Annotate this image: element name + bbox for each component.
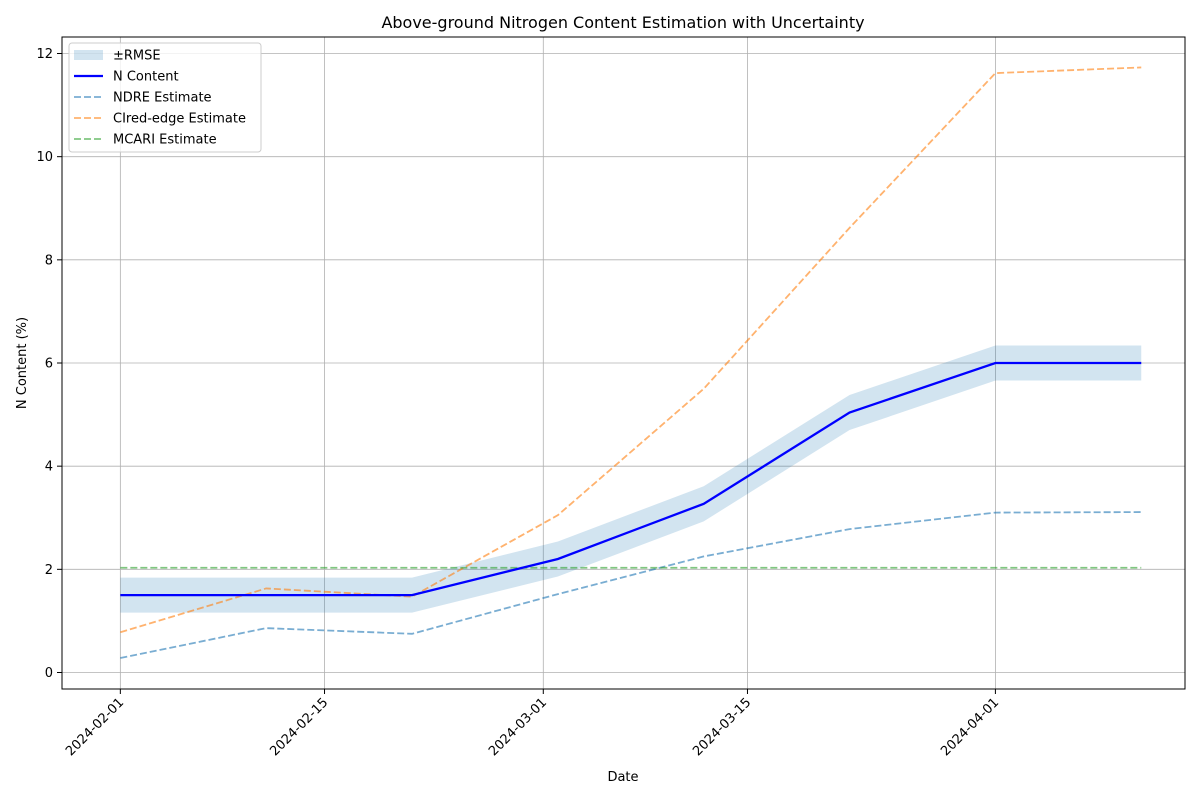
band-layer — [120, 345, 1142, 613]
legend: ±RMSE N Content NDRE Estimate CIred-edge Es… — [68, 42, 262, 153]
y-tick-label: 10 — [36, 150, 53, 165]
legend-label-1: N Content — [113, 70, 179, 85]
legend-label-3: CIred-edge Estimate — [113, 112, 246, 127]
x-tick-label: 2024-03-01 — [486, 695, 550, 759]
legend-label-rmse: ±RMSE — [113, 49, 161, 64]
rmse-band — [120, 345, 1142, 613]
y-tick-label: 2 — [45, 563, 53, 578]
y-tick-label: 0 — [45, 666, 53, 681]
legend-box — [68, 42, 262, 153]
x-tick-label: 2024-03-15 — [690, 695, 754, 759]
x-axis-label: Date — [607, 770, 638, 785]
chart-title: Above-ground Nitrogen Content Estimation… — [381, 13, 864, 32]
y-axis-ticks: 0 2 4 6 8 10 12 — [36, 47, 62, 681]
y-tick-label: 12 — [36, 47, 53, 62]
series-line-cired-edge-estimate — [120, 66, 1142, 634]
series-line-ndre-estimate — [120, 511, 1142, 659]
series-line-n-content — [120, 361, 1142, 597]
y-tick-label: 6 — [45, 357, 53, 372]
y-tick-label: 4 — [45, 460, 53, 475]
legend-swatch-rmse — [74, 50, 103, 60]
x-tick-label: 2024-02-15 — [267, 695, 331, 759]
x-tick-label: 2024-02-01 — [63, 695, 127, 759]
y-axis-label: N Content (%) — [15, 317, 30, 409]
x-tick-label: 2024-04-01 — [938, 695, 1002, 759]
legend-label-4: MCARI Estimate — [113, 133, 217, 148]
x-axis-ticks: 2024-02-01 2024-02-15 2024-03-01 2024-03-15… — [63, 689, 1002, 759]
legend-label-2: NDRE Estimate — [113, 91, 212, 106]
series-layer — [120, 66, 1142, 659]
y-tick-label: 8 — [45, 253, 53, 268]
